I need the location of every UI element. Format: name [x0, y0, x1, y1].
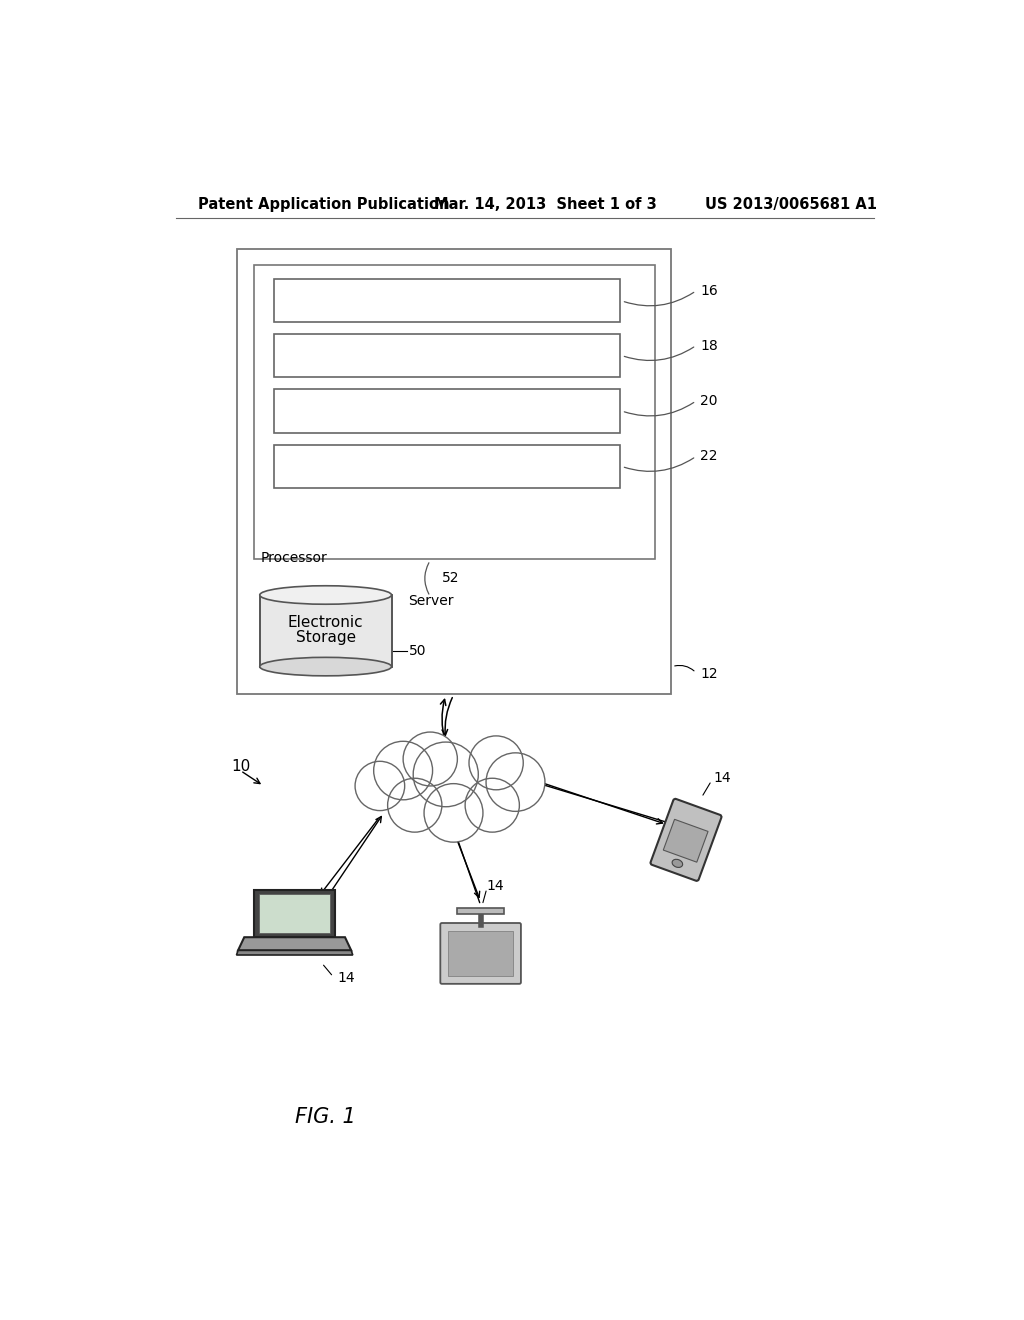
Text: Mar. 14, 2013  Sheet 1 of 3: Mar. 14, 2013 Sheet 1 of 3 — [434, 197, 656, 213]
Polygon shape — [237, 950, 352, 954]
FancyBboxPatch shape — [449, 931, 513, 977]
Ellipse shape — [260, 586, 391, 605]
Text: US 2013/0065681 A1: US 2013/0065681 A1 — [706, 197, 878, 213]
Bar — [260, 595, 391, 667]
Bar — [273, 389, 621, 433]
Circle shape — [486, 752, 545, 812]
Ellipse shape — [260, 657, 391, 676]
Bar — [254, 265, 655, 558]
Text: 16: 16 — [700, 284, 718, 298]
Polygon shape — [259, 894, 331, 933]
FancyBboxPatch shape — [650, 799, 722, 880]
Ellipse shape — [672, 859, 683, 867]
Bar — [273, 280, 621, 322]
Text: Electronic: Electronic — [288, 615, 364, 630]
Text: Game Environment Module: Game Environment Module — [314, 457, 580, 477]
Text: Server: Server — [409, 594, 454, 609]
Text: 52: 52 — [442, 572, 460, 585]
Circle shape — [414, 742, 478, 807]
Bar — [458, 908, 504, 913]
Text: Patent Application Publication: Patent Application Publication — [198, 197, 450, 213]
Circle shape — [388, 779, 442, 832]
Circle shape — [355, 762, 404, 810]
Circle shape — [374, 742, 432, 800]
Text: Game Lobby Module: Game Lobby Module — [347, 401, 547, 421]
Text: 12: 12 — [700, 668, 718, 681]
Text: 50: 50 — [409, 644, 426, 659]
Circle shape — [424, 784, 483, 842]
Text: Game Set Module: Game Set Module — [360, 346, 534, 366]
Text: Storage: Storage — [296, 630, 355, 645]
Polygon shape — [238, 937, 351, 950]
Text: 14: 14 — [337, 972, 355, 986]
Text: 22: 22 — [700, 449, 718, 463]
Circle shape — [465, 779, 519, 832]
Text: Processor: Processor — [260, 552, 328, 565]
Text: 14: 14 — [713, 771, 731, 785]
Bar — [273, 445, 621, 488]
Text: 14: 14 — [486, 879, 505, 894]
Text: Game Representation Module: Game Representation Module — [302, 292, 592, 310]
FancyBboxPatch shape — [440, 923, 521, 983]
Text: 18: 18 — [700, 338, 718, 352]
Polygon shape — [254, 890, 335, 937]
Circle shape — [469, 737, 523, 789]
Text: 10: 10 — [231, 759, 250, 775]
Text: FIG. 1: FIG. 1 — [295, 1107, 356, 1127]
Bar — [237, 249, 671, 693]
Bar — [273, 334, 621, 378]
FancyBboxPatch shape — [664, 820, 708, 862]
Circle shape — [403, 733, 458, 785]
Text: 20: 20 — [700, 393, 718, 408]
